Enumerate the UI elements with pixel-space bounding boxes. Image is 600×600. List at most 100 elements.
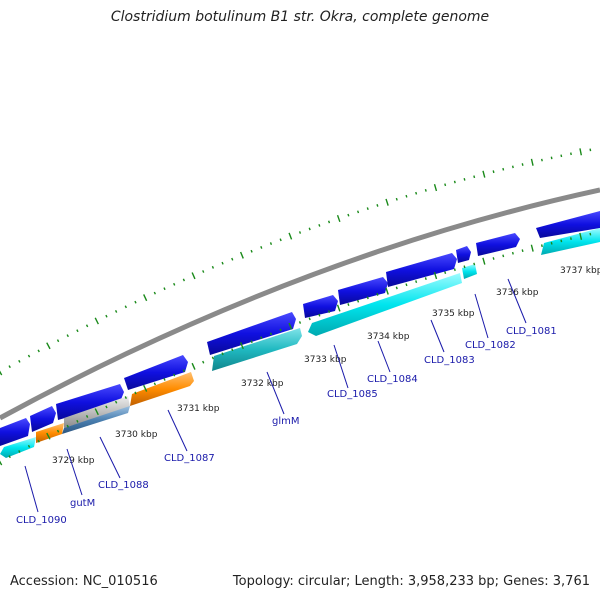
tick-mark: [46, 432, 51, 440]
tick-mark: [550, 156, 553, 160]
tick-mark: [37, 349, 40, 353]
gene-label-cld-1088[interactable]: CLD_1088: [98, 480, 149, 491]
tick-mark: [250, 249, 253, 253]
tick-mark: [143, 294, 148, 302]
leader-line: [507, 278, 527, 324]
tick-mark: [27, 444, 31, 448]
tick-mark: [239, 342, 244, 350]
tick-mark: [415, 191, 418, 195]
leader-line: [377, 340, 391, 373]
tick-mark: [105, 314, 108, 318]
tick-mark: [182, 278, 186, 282]
gene-labels: CLD_1090 gutM CLD_1088 CLD_1087 glmM CLD…: [16, 326, 557, 526]
tick-mark: [521, 249, 524, 253]
inner-tick-ring: [0, 232, 592, 466]
forward-strand-track: [0, 211, 600, 446]
kbp-label: 3732 kbp: [241, 379, 284, 389]
gene-label-cld-1082[interactable]: CLD_1082: [465, 340, 516, 351]
tick-mark: [385, 198, 389, 206]
tick-mark: [94, 408, 99, 416]
kbp-label: 3735 kbp: [432, 309, 475, 319]
tick-mark: [134, 300, 137, 304]
tick-mark: [269, 332, 273, 336]
tick-mark: [46, 342, 51, 350]
tick-mark: [569, 237, 572, 240]
gene-label-gutm[interactable]: gutM: [70, 498, 95, 509]
tick-mark: [221, 352, 224, 356]
tick-mark: [405, 283, 408, 287]
outer-tick-ring: [0, 148, 592, 376]
tick-mark: [76, 329, 79, 333]
cds-forward: [303, 295, 338, 318]
tick-mark: [366, 296, 369, 300]
tick-mark: [279, 238, 282, 242]
cds-forward: [338, 277, 388, 305]
tick-mark: [579, 232, 583, 240]
map-title: Clostridium botulinum B1 str. Okra, comp…: [110, 9, 490, 25]
tick-mark: [191, 362, 196, 370]
gene-label-glmm[interactable]: glmM: [272, 416, 300, 427]
gene-label-cld-1083[interactable]: CLD_1083: [424, 355, 475, 366]
tick-mark: [279, 328, 282, 332]
tick-mark: [366, 207, 369, 211]
tick-mark: [482, 170, 486, 178]
tick-mark: [444, 183, 447, 187]
cds-teal: [212, 328, 302, 371]
tick-mark: [433, 272, 438, 280]
tick-mark: [105, 405, 108, 409]
tick-mark: [56, 429, 60, 433]
tick-mark: [269, 242, 273, 246]
tick-mark: [318, 223, 321, 227]
tick-mark: [530, 158, 534, 166]
tick-mark: [298, 321, 302, 324]
tick-mark: [502, 167, 505, 171]
tick-mark: [424, 188, 427, 192]
tick-mark: [153, 291, 156, 295]
gene-label-cld-1081[interactable]: CLD_1081: [506, 326, 557, 337]
tick-mark: [0, 460, 3, 466]
leader-line: [66, 448, 83, 496]
cds-steel: [62, 406, 130, 434]
tick-mark: [318, 313, 321, 317]
tick-mark: [453, 268, 456, 272]
tick-mark: [453, 180, 456, 184]
gene-label-cld-1087[interactable]: CLD_1087: [164, 453, 215, 464]
kbp-label: 3731 kbp: [177, 404, 220, 414]
tick-mark: [327, 310, 331, 314]
tick-mark: [385, 287, 389, 295]
tick-mark: [492, 170, 495, 174]
tick-mark: [18, 359, 21, 363]
tick-mark: [502, 254, 505, 258]
cds-cyan: [308, 273, 462, 336]
tick-mark: [560, 154, 563, 158]
tick-mark: [173, 373, 176, 377]
gene-label-cld-1085[interactable]: CLD_1085: [327, 389, 378, 400]
kbp-label: 3737 kbp: [560, 266, 600, 276]
tick-mark: [211, 265, 215, 269]
tick-mark: [37, 439, 40, 443]
tick-mark: [231, 348, 234, 352]
kbp-label: 3733 kbp: [304, 355, 347, 365]
tick-mark: [27, 354, 31, 358]
tick-mark: [463, 177, 466, 181]
tick-mark: [85, 324, 89, 328]
tick-mark: [357, 210, 360, 214]
tick-mark: [85, 415, 89, 418]
tick-mark: [347, 213, 350, 217]
tick-mark: [405, 194, 408, 198]
tick-mark: [202, 360, 205, 364]
tick-mark: [540, 244, 543, 248]
tick-mark: [376, 293, 379, 296]
gene-label-cld-1090[interactable]: CLD_1090: [16, 515, 67, 526]
tick-mark: [482, 257, 486, 265]
tick-mark: [173, 282, 176, 286]
cds-forward: [456, 246, 471, 263]
cds-orange: [130, 372, 194, 406]
tick-mark: [511, 251, 514, 255]
kbp-label: 3730 kbp: [115, 430, 158, 440]
gene-label-cld-1084[interactable]: CLD_1084: [367, 374, 418, 385]
tick-mark: [492, 257, 495, 260]
cds-forward: [476, 233, 520, 256]
tick-mark: [511, 165, 514, 169]
